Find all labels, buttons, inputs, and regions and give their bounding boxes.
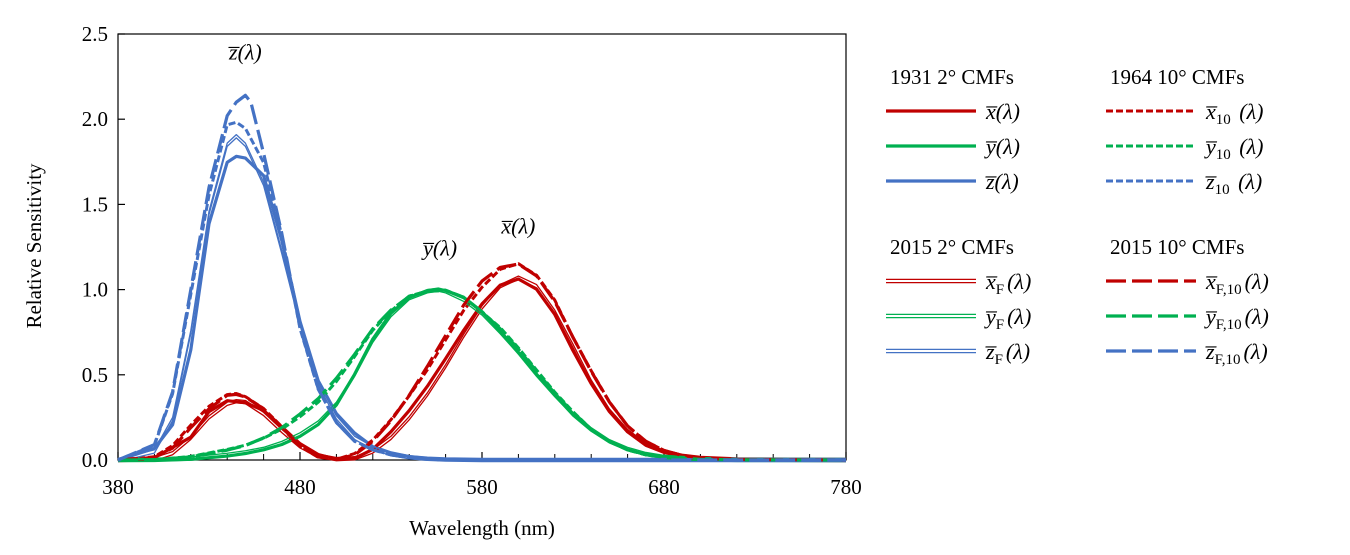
legend: 1931 2° CMFs 1964 10° CMFs 2015 2° CMFs 201…	[886, 65, 1269, 368]
curve-annotations: z̅(λ) y̅(λ) x̅(λ)	[228, 40, 536, 261]
y-tick-label: 1.5	[82, 192, 108, 216]
legend-label-y-double: y̅F (λ)	[984, 304, 1031, 333]
legend-label-y-longdash: y̅F,10 (λ)	[1204, 304, 1269, 333]
legend-label-x-dotted: x̅10 (λ)	[1205, 99, 1263, 128]
series-z-dotted	[117, 120, 846, 462]
series-z-double-line2	[117, 137, 846, 463]
series-z-double-line1	[117, 133, 846, 460]
y-tick-label: 1.0	[82, 278, 108, 302]
series-z-longdash	[117, 93, 846, 462]
legend-label-z-longdash: z̅F,10 (λ)	[1205, 339, 1268, 368]
x-tick-label: 780	[830, 475, 862, 499]
legend-label-x-longdash: x̅F,10 (λ)	[1205, 269, 1269, 298]
legend-heading: 1964 10° CMFs	[1110, 65, 1244, 89]
legend-label-x-double: x̅F (λ)	[985, 269, 1031, 298]
series-x-dotted	[117, 262, 847, 462]
x-tick-label: 480	[284, 475, 316, 499]
axis-titles: Wavelength (nm) Relative Sensitivity	[22, 163, 555, 540]
annotation-x: x̅(λ)	[500, 213, 535, 238]
legend-label-z-double: z̅F (λ)	[985, 339, 1030, 368]
annotation-y: y̅(λ)	[421, 236, 457, 261]
legend-heading: 2015 2° CMFs	[890, 235, 1014, 259]
legend-label-z-solid: z̅(λ)	[985, 169, 1019, 194]
x-tick-label: 380	[102, 475, 134, 499]
series-x-longdash	[117, 262, 847, 462]
legend-label-z-dotted: z̅10 (λ)	[1205, 169, 1262, 198]
legend-heading: 2015 10° CMFs	[1110, 235, 1244, 259]
y-axis-title: Relative Sensitivity	[22, 163, 46, 329]
annotation-z: z̅(λ)	[228, 40, 262, 65]
series-y-double-line2	[117, 290, 847, 463]
series-x-double-line1	[117, 275, 847, 460]
series-x-double-line2	[117, 278, 847, 463]
legend-heading: 1931 2° CMFs	[890, 65, 1014, 89]
y-tick-label: 2.5	[82, 22, 108, 46]
legend-label-y-solid: y̅(λ)	[984, 134, 1020, 159]
series-y-longdash	[117, 288, 847, 462]
legend-label-x-solid: x̅(λ)	[985, 99, 1020, 124]
y-tick-label: 2.0	[82, 107, 108, 131]
x-axis-title: Wavelength (nm)	[409, 516, 555, 540]
x-tick-label: 680	[648, 475, 680, 499]
legend-label-y-dotted: y̅10 (λ)	[1204, 134, 1263, 163]
x-tick-label: 580	[466, 475, 498, 499]
series-layer	[117, 93, 847, 463]
y-tick-label: 0.0	[82, 448, 108, 472]
y-tick-label: 0.5	[82, 363, 108, 387]
series-y-double-line1	[117, 287, 847, 460]
